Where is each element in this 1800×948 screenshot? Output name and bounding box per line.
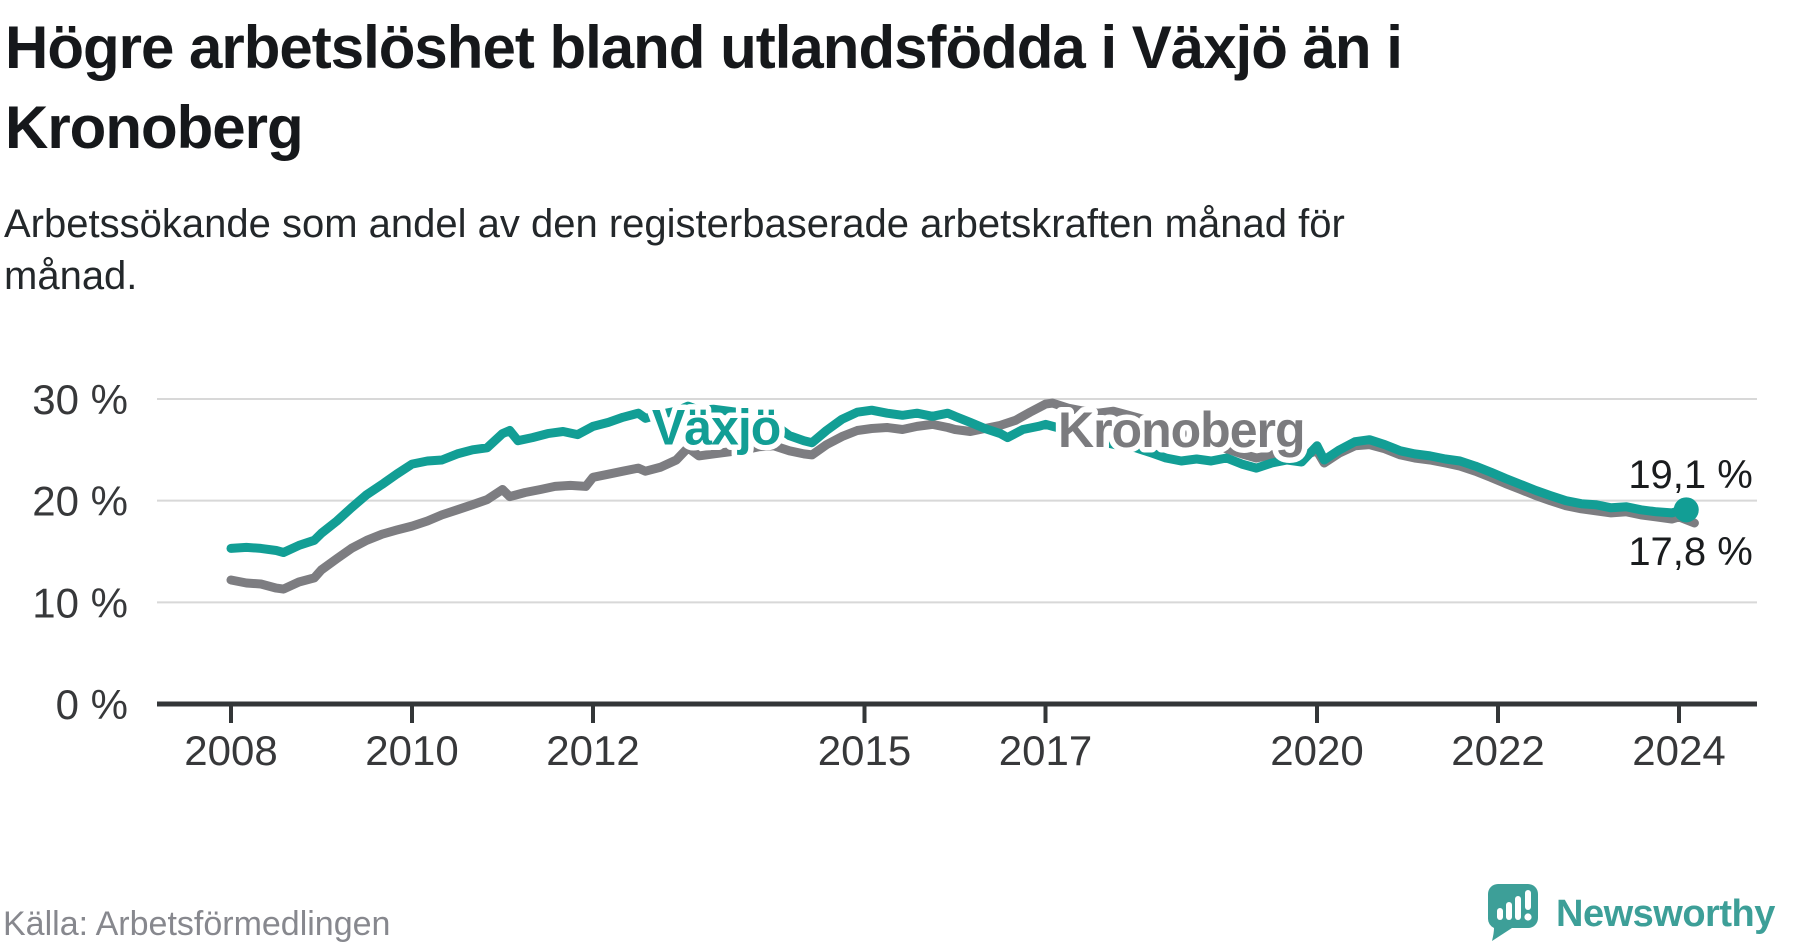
y-axis-label: 30 % xyxy=(32,376,128,423)
gridlines xyxy=(157,397,1757,604)
series-label-kronoberg: Kronoberg xyxy=(1058,402,1305,458)
x-axis-labels: 2008 2010 2012 2015 2017 2020 2022 2024 xyxy=(184,727,1725,774)
kronoberg-line xyxy=(226,398,1699,594)
chart-annotations: Växjö Kronoberg 19,1 % 17,8 % xyxy=(646,394,1753,574)
vxj-line xyxy=(226,401,1691,557)
data-series xyxy=(226,398,1699,594)
x-axis-label: 2020 xyxy=(1270,727,1363,774)
vxj-end-dot xyxy=(1673,497,1699,523)
x-axis-label: 2012 xyxy=(546,727,639,774)
page-title-line-2: Kronoberg xyxy=(5,94,304,161)
end-value-label-0: 19,1 % xyxy=(1628,453,1753,497)
x-axis-label: 2022 xyxy=(1451,727,1544,774)
page-subtitle-line-2: månad. xyxy=(4,254,138,298)
newsworthy-logo: Newsworthy xyxy=(1488,884,1775,944)
y-axis-label: 10 % xyxy=(32,579,128,626)
y-axis-label: 0 % xyxy=(56,681,128,728)
y-axis-label: 20 % xyxy=(32,478,128,525)
end-value-label-1: 17,8 % xyxy=(1628,530,1753,574)
newsworthy-logo-icon xyxy=(1488,884,1538,941)
x-axis-label: 2010 xyxy=(365,727,458,774)
x-axis xyxy=(157,701,1757,723)
y-axis-labels: 30 % 20 % 10 % 0 % xyxy=(32,376,128,728)
page-subtitle: Arbetssökande som andel av den registerb… xyxy=(4,198,1504,302)
page-subtitle-line-1: Arbetssökande som andel av den registerb… xyxy=(4,202,1345,246)
x-axis-label: 2008 xyxy=(184,727,277,774)
x-axis-label: 2015 xyxy=(818,727,911,774)
page-title: Högre arbetslöshet bland utlandsfödda i … xyxy=(5,8,1785,168)
newsworthy-wordmark: Newsworthy xyxy=(1556,893,1775,935)
series-label-vxj: Växjö xyxy=(652,400,780,456)
page-title-line-1: Högre arbetslöshet bland utlandsfödda i … xyxy=(5,14,1403,81)
source-note: Källa: Arbetsförmedlingen xyxy=(3,905,391,943)
x-axis-label: 2024 xyxy=(1632,727,1725,774)
x-axis-label: 2017 xyxy=(999,727,1092,774)
